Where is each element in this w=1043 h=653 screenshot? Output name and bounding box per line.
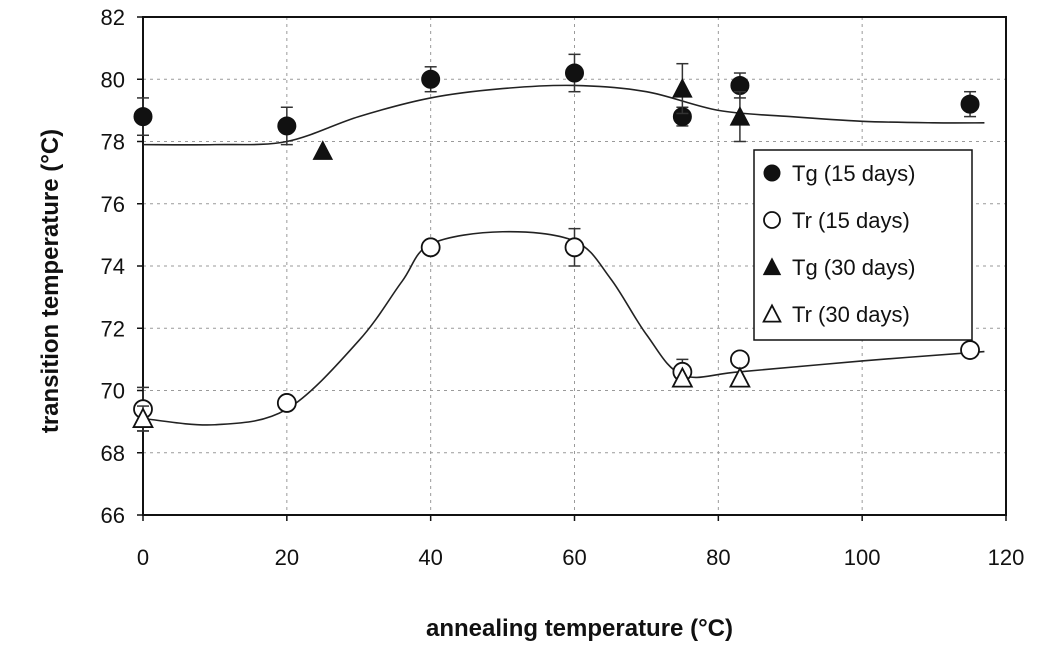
grid (143, 17, 1006, 515)
data-point (133, 107, 153, 127)
data-point (421, 69, 441, 89)
data-points (132, 53, 980, 432)
data-point (730, 349, 750, 370)
x-tick-label: 40 (418, 545, 442, 570)
y-tick-label: 72 (101, 316, 125, 341)
tick-labels: 0 20 40 60 80 100 120 66 68 70 72 74 76 78 80 82 (101, 5, 1025, 570)
x-tick-label: 80 (706, 545, 730, 570)
data-point (312, 140, 334, 160)
y-tick-label: 78 (101, 130, 125, 155)
y-tick-label: 70 (101, 379, 125, 404)
y-axis-title: transition temperature (°C) (37, 129, 64, 433)
legend-marker (762, 257, 782, 276)
x-tick-label: 60 (562, 545, 586, 570)
x-axis-title: annealing temperature (°C) (426, 615, 733, 642)
data-point (960, 94, 980, 114)
y-tick-label: 74 (101, 254, 125, 279)
data-point (276, 393, 297, 413)
legend-label: Tg (30 days) (792, 255, 916, 280)
series-tr-30-days (132, 366, 751, 432)
y-tick-label: 76 (101, 192, 125, 217)
legend-marker (763, 211, 781, 229)
x-tick-label: 120 (988, 545, 1025, 570)
data-point (729, 105, 751, 126)
legend-label: Tg (15 days) (792, 161, 916, 186)
series-tg-30-days (312, 62, 751, 160)
legend-marker (763, 164, 781, 182)
data-point (672, 77, 693, 98)
legend-label: Tr (15 days) (792, 208, 910, 233)
y-tick-label: 68 (101, 441, 125, 466)
y-tick-label: 80 (101, 67, 125, 92)
y-tick-label: 66 (101, 503, 125, 528)
trend-line-tg (142, 84, 985, 146)
x-tick-label: 20 (275, 545, 299, 570)
series-tg-15-days (133, 53, 980, 146)
data-point (132, 407, 154, 428)
data-point (277, 116, 297, 136)
data-point (960, 340, 980, 360)
data-point (565, 63, 584, 83)
data-point (728, 366, 751, 388)
legend-box (753, 149, 973, 341)
x-tick-label: 0 (137, 545, 149, 570)
data-point (671, 366, 694, 388)
data-point (564, 237, 585, 258)
legend-marker (762, 303, 782, 323)
legend-label: Tr (30 days) (792, 302, 910, 327)
x-tick-label: 100 (844, 545, 881, 570)
y-tick-label: 82 (101, 5, 125, 30)
trend-line-tr (142, 230, 985, 426)
data-point (420, 237, 441, 258)
legend: Tg (15 days) Tr (15 days) Tg (30 days) Tr (… (753, 149, 973, 341)
